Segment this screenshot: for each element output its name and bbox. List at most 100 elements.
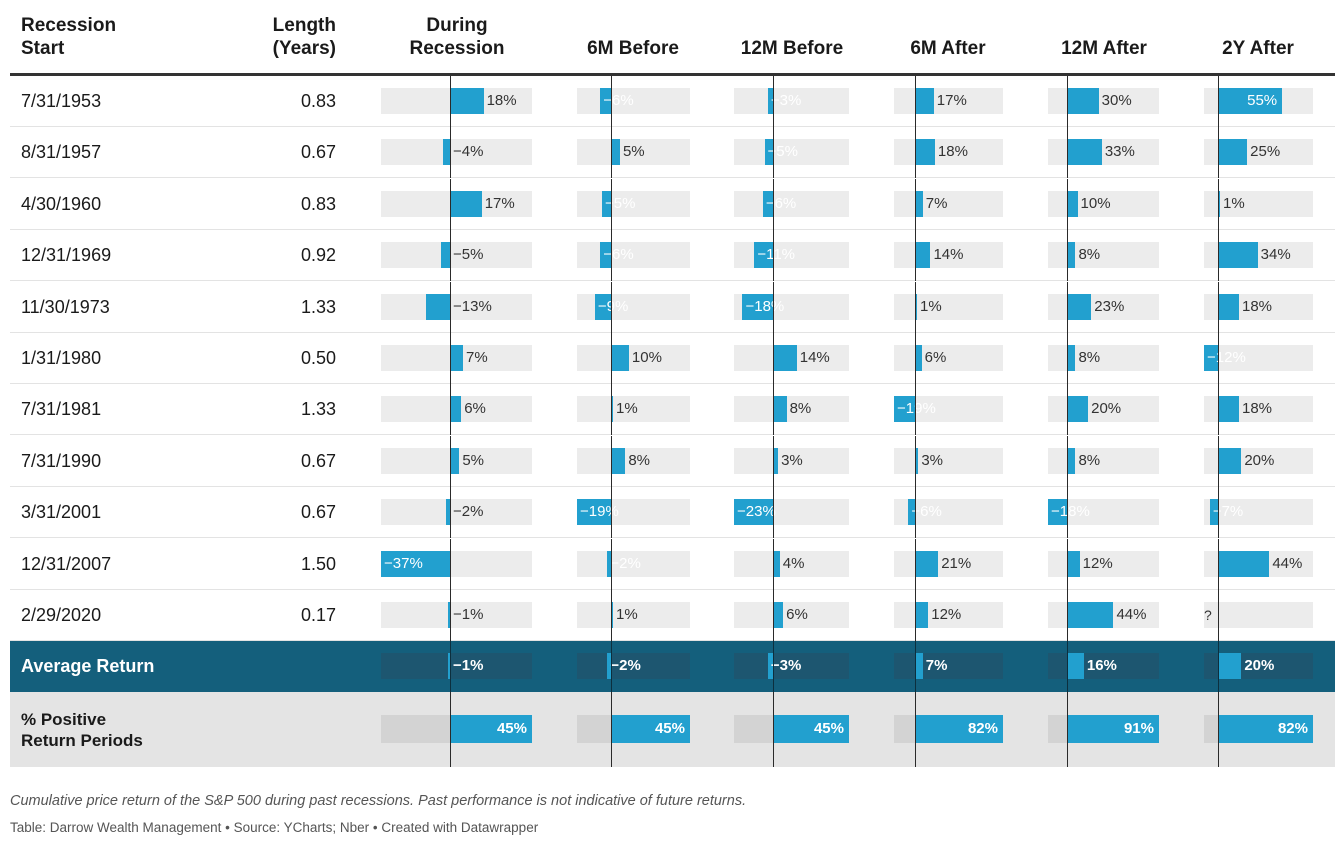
zero-axis: [1067, 487, 1068, 539]
bar: [442, 139, 450, 166]
zero-axis: [1218, 692, 1219, 768]
header-divider: [10, 73, 1335, 76]
bar-track: [1048, 190, 1159, 217]
bar: [440, 242, 450, 269]
column-header: 12M Before: [712, 37, 872, 60]
value-label: −9%: [597, 297, 629, 315]
table-row: 12/31/1969 0.92 −5% −6% −11% 14% 8% 34%: [10, 230, 1335, 282]
bar-track: [1204, 499, 1313, 526]
zero-axis: [450, 281, 451, 333]
value-label: 45%: [813, 720, 844, 738]
bar: [1204, 345, 1218, 371]
value-label: 45%: [654, 720, 685, 738]
bar: [600, 242, 611, 269]
zero-axis: [915, 692, 916, 768]
bar-track: [381, 499, 532, 526]
bar: [915, 715, 1003, 744]
bar-track: [577, 550, 690, 577]
value-label: −19%: [580, 503, 619, 521]
bar-track: [734, 653, 849, 680]
bar: [611, 139, 620, 166]
zero-axis: [1218, 641, 1219, 693]
value-label: −6%: [911, 503, 942, 521]
zero-axis: [1218, 76, 1219, 127]
recession-length: 0.50: [300, 348, 336, 368]
bar: [773, 447, 779, 474]
value-label: −12%: [1207, 349, 1246, 366]
bar-track: [894, 242, 1003, 269]
bar: [1218, 190, 1220, 217]
bar-track: [577, 139, 690, 166]
bar-track: [577, 653, 690, 680]
zero-axis: [773, 487, 774, 539]
bar: [762, 190, 773, 217]
recession-start-date: 12/31/1969: [21, 245, 112, 266]
zero-axis: [915, 590, 916, 641]
zero-axis: [1067, 178, 1068, 230]
recession-length: 0.67: [300, 450, 336, 471]
recession-start-date: 12/31/2007: [21, 553, 112, 574]
bar-track: [894, 139, 1003, 166]
positive-periods-label: % Positive Return Periods: [21, 709, 143, 751]
column-header-line: 12M Before: [740, 38, 844, 59]
bar: [1067, 190, 1078, 217]
bar: [915, 139, 935, 166]
bar: [1067, 602, 1114, 628]
value-label: ?: [1204, 607, 1212, 623]
zero-axis: [611, 538, 612, 590]
bar-track: [381, 653, 532, 680]
bar: [577, 499, 611, 526]
value-label: −6%: [765, 194, 797, 212]
column-header-line: During: [426, 15, 488, 36]
value-label: 23%: [1094, 297, 1125, 315]
bar: [607, 550, 611, 577]
bar-track: [577, 345, 690, 371]
bar: [773, 550, 780, 577]
value-label: 82%: [1277, 720, 1308, 738]
value-label: −1%: [453, 606, 484, 623]
bar: [1067, 139, 1102, 166]
header-length-line2: (Years): [272, 38, 336, 59]
bar-track: [734, 139, 849, 166]
zero-axis: [915, 230, 916, 282]
bar: [773, 602, 784, 628]
table-row: 7/31/1990 0.67 5% 8% 3% 3% 8% 20%: [10, 435, 1335, 487]
zero-axis: [450, 435, 451, 487]
table-row: 4/30/1960 0.83 17% −5% −6% 7% 10% 1%: [10, 178, 1335, 230]
value-label: 4%: [782, 554, 805, 572]
value-label: −13%: [453, 297, 492, 315]
zero-axis: [1067, 333, 1068, 384]
value-label: −11%: [757, 246, 796, 264]
zero-axis: [1067, 127, 1068, 179]
value-label: −2%: [610, 554, 641, 572]
recession-length: 1.33: [300, 296, 336, 317]
zero-axis: [611, 76, 612, 127]
value-label: 5%: [622, 143, 645, 161]
zero-axis: [915, 641, 916, 693]
bar-track: [894, 550, 1003, 577]
value-label: 12%: [931, 606, 962, 623]
bar: [1067, 550, 1080, 577]
bar: [915, 293, 917, 320]
zero-axis: [915, 281, 916, 333]
bar: [1067, 88, 1099, 114]
recession-start-date: 2/29/2020: [21, 605, 102, 625]
bar: [915, 602, 929, 628]
bar-track: [1048, 242, 1159, 269]
bar: [915, 447, 919, 474]
bar: [764, 139, 773, 166]
zero-axis: [1218, 538, 1219, 590]
value-label: 17%: [484, 194, 515, 212]
value-label: 14%: [799, 349, 830, 366]
column-header: 12M After: [1024, 37, 1184, 60]
zero-axis: [773, 435, 774, 487]
bar-track: [1204, 345, 1313, 371]
zero-axis: [1067, 692, 1068, 768]
bar: [915, 550, 939, 577]
value-label: −5%: [767, 143, 798, 161]
value-label: 6%: [924, 349, 947, 366]
table-row: 7/31/1953 0.83 18% −6% −3% 17% 30% 55%: [10, 76, 1335, 127]
zero-axis: [773, 230, 774, 282]
value-label: −5%: [453, 246, 484, 264]
